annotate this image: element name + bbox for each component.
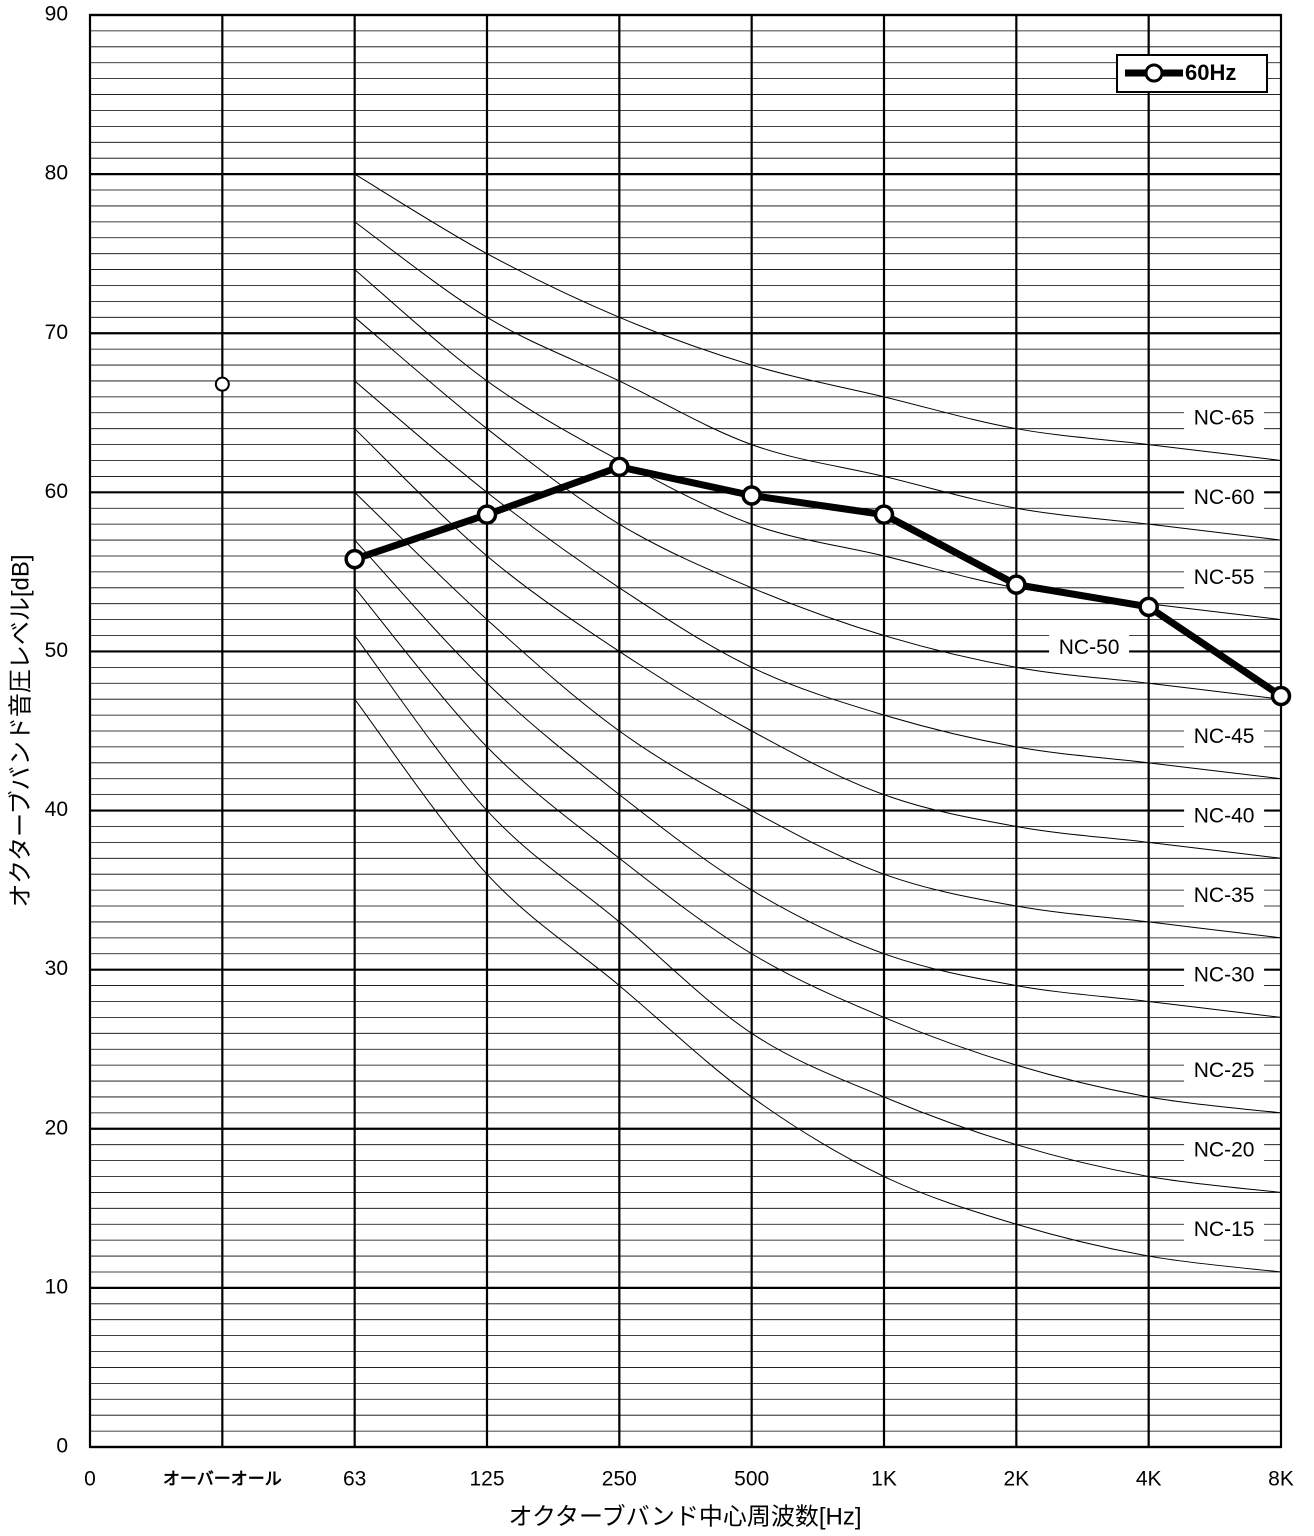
y-tick-label: 40 xyxy=(45,798,68,821)
nc-label-bg xyxy=(1184,1057,1265,1086)
data-point xyxy=(1270,685,1292,707)
nc-label: NC-45 xyxy=(1194,725,1255,748)
nc-label-bg xyxy=(1184,962,1265,991)
y-tick-label: 60 xyxy=(45,480,68,503)
x-tick-label: 8K xyxy=(1268,1468,1294,1491)
x-tick-label: 125 xyxy=(469,1468,504,1491)
x-tick-label: 2K xyxy=(1003,1468,1029,1491)
y-axis-title: オクターブバンド音圧レベル[dB] xyxy=(7,554,34,907)
nc-label: NC-15 xyxy=(1194,1218,1255,1241)
data-point xyxy=(214,376,230,392)
nc-label-bg xyxy=(1184,882,1265,911)
x-tick-label: 500 xyxy=(734,1468,769,1491)
nc-label: NC-20 xyxy=(1194,1139,1255,1162)
x-tick-label: 4K xyxy=(1136,1468,1162,1491)
nc-curve xyxy=(354,491,1282,939)
nc-label: NC-60 xyxy=(1194,486,1255,509)
y-tick-label: 70 xyxy=(45,321,68,344)
legend-label: 60Hz xyxy=(1185,60,1236,85)
nc-label: NC-50 xyxy=(1059,636,1120,659)
nc-curve xyxy=(354,221,1282,541)
y-tick-label: 20 xyxy=(45,1116,68,1139)
x-tick-label: 0 xyxy=(84,1468,96,1491)
nc-label: NC-35 xyxy=(1194,884,1255,907)
y-tick-label: 80 xyxy=(45,162,68,185)
y-tick-label: 30 xyxy=(45,957,68,980)
nc-curve xyxy=(354,428,1282,859)
data-point xyxy=(1138,596,1159,618)
data-point xyxy=(344,548,365,570)
nc-label-bg xyxy=(1184,723,1265,752)
y-tick-label: 90 xyxy=(45,3,68,26)
nc-label-bg xyxy=(1184,1137,1265,1166)
data-point xyxy=(609,456,630,478)
x-tick-label: 1K xyxy=(871,1468,897,1491)
nc-label-bg xyxy=(1184,802,1265,831)
nc-label-bg xyxy=(1184,484,1265,513)
data-point xyxy=(873,504,895,525)
data-point xyxy=(741,485,762,506)
nc-curve xyxy=(354,635,1282,1193)
nc-curve xyxy=(354,173,1282,462)
nc-curve xyxy=(354,316,1282,700)
nc-label: NC-55 xyxy=(1194,566,1255,589)
x-tick-label: 63 xyxy=(343,1468,366,1491)
nc-label-bg xyxy=(1184,1216,1265,1245)
nc-label-bg xyxy=(1184,564,1265,593)
plot-frame xyxy=(88,13,1283,1449)
legend-swatch-marker xyxy=(1144,63,1164,83)
data-point xyxy=(1006,574,1027,595)
x-axis-title: オクターブバンド中心周波数[Hz] xyxy=(509,1503,862,1530)
nc-curve xyxy=(354,539,1282,1018)
nc-label: NC-65 xyxy=(1194,407,1255,430)
y-tick-label: 10 xyxy=(45,1275,68,1298)
nc-label: NC-40 xyxy=(1194,804,1255,827)
x-tick-label: オーバーオール xyxy=(163,1469,282,1488)
y-tick-label: 0 xyxy=(56,1435,68,1458)
y-tick-label: 50 xyxy=(45,639,68,662)
nc-curve xyxy=(354,380,1282,780)
nc-curve xyxy=(354,698,1282,1273)
x-tick-label: 250 xyxy=(602,1468,637,1491)
nc-label: NC-25 xyxy=(1194,1059,1255,1082)
nc-label-bg xyxy=(1184,405,1265,434)
nc-curve xyxy=(354,587,1282,1114)
data-point xyxy=(476,504,498,525)
nc-label: NC-30 xyxy=(1194,964,1255,987)
nc-label-bg xyxy=(1049,634,1130,663)
series-line xyxy=(353,463,1283,699)
